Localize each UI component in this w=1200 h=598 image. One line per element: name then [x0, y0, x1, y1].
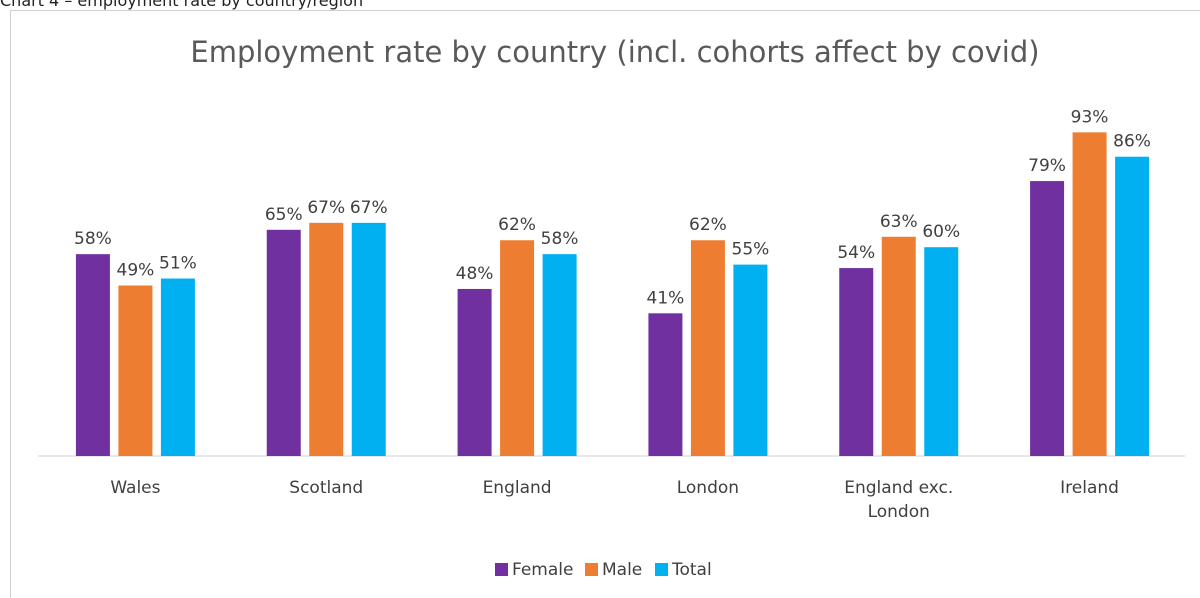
x-tick-label: London: [676, 478, 740, 498]
data-label: 48%: [456, 264, 494, 284]
data-label: 86%: [1113, 132, 1151, 152]
x-tick-label: Wales: [110, 478, 161, 498]
bar: [542, 254, 577, 456]
bar: [1072, 132, 1107, 457]
data-label: 65%: [265, 205, 303, 225]
bar: [648, 313, 683, 456]
bar: [118, 285, 153, 456]
data-label: 58%: [74, 229, 112, 249]
data-label: 62%: [498, 215, 536, 235]
bar: [75, 254, 110, 456]
legend-swatch: [495, 563, 508, 576]
bar: [351, 222, 386, 456]
bar: [457, 288, 492, 456]
bar: [1030, 181, 1065, 456]
bar: [160, 278, 195, 456]
bar: [733, 264, 768, 456]
data-label: 67%: [350, 198, 388, 218]
bar: [1115, 156, 1150, 456]
legend-label: Total: [671, 560, 712, 580]
bar: [500, 240, 535, 456]
data-label: 55%: [732, 240, 770, 260]
bar: [881, 236, 916, 456]
legend-label: Female: [512, 560, 573, 580]
data-label: 93%: [1071, 107, 1109, 127]
legend-swatch: [655, 563, 668, 576]
legend-label: Male: [602, 560, 642, 580]
data-label: 67%: [307, 198, 345, 218]
x-tick-label: Ireland: [1060, 478, 1119, 498]
data-label: 49%: [117, 260, 155, 280]
data-label: 62%: [689, 215, 727, 235]
data-label: 51%: [159, 254, 197, 274]
legend-swatch: [585, 563, 598, 576]
caption: Chart 4 – employment rate by country/reg…: [0, 0, 364, 10]
bar: [309, 222, 344, 456]
data-label: 79%: [1028, 156, 1066, 176]
bar: [690, 240, 725, 456]
data-label: 60%: [922, 222, 960, 242]
bar: [839, 268, 874, 456]
bar: [924, 247, 959, 456]
x-tick-label: England: [482, 478, 552, 498]
data-label: 41%: [647, 288, 685, 308]
chart-frame: [10, 10, 1200, 598]
data-label: 63%: [880, 212, 918, 232]
bar: [266, 229, 301, 456]
data-label: 54%: [837, 243, 875, 263]
chart-title: Employment rate by country (incl. cohort…: [190, 35, 1039, 69]
x-tick-label: Scotland: [289, 478, 364, 498]
data-label: 58%: [541, 229, 579, 249]
x-tick-label: England exc. London: [844, 478, 954, 522]
